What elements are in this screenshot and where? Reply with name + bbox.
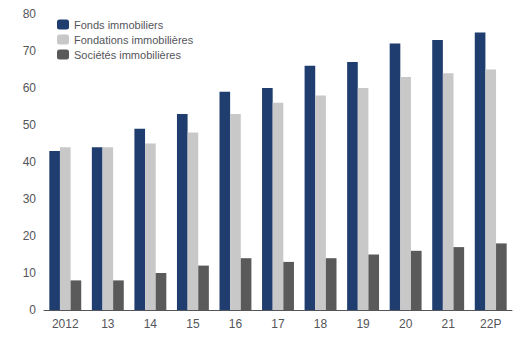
svg-text:16: 16 xyxy=(229,317,243,331)
svg-text:20: 20 xyxy=(399,317,413,331)
svg-text:19: 19 xyxy=(356,317,370,331)
svg-text:21: 21 xyxy=(442,317,456,331)
svg-text:50: 50 xyxy=(23,118,37,132)
svg-text:Fondations immobilières: Fondations immobilières xyxy=(74,34,194,46)
svg-text:80: 80 xyxy=(23,7,37,21)
svg-text:Sociétés immobilières: Sociétés immobilières xyxy=(74,49,181,61)
svg-text:2012: 2012 xyxy=(52,317,79,331)
svg-text:30: 30 xyxy=(23,192,37,206)
svg-text:70: 70 xyxy=(23,44,37,58)
svg-text:40: 40 xyxy=(23,155,37,169)
svg-text:0: 0 xyxy=(29,303,36,317)
svg-text:14: 14 xyxy=(144,317,158,331)
svg-text:60: 60 xyxy=(23,81,37,95)
svg-text:22P: 22P xyxy=(480,317,501,331)
svg-text:20: 20 xyxy=(23,229,37,243)
svg-text:15: 15 xyxy=(186,317,200,331)
svg-text:Fonds immobiliers: Fonds immobiliers xyxy=(74,19,164,31)
svg-text:18: 18 xyxy=(314,317,328,331)
svg-text:10: 10 xyxy=(23,266,37,280)
svg-text:13: 13 xyxy=(101,317,115,331)
svg-text:17: 17 xyxy=(271,317,285,331)
